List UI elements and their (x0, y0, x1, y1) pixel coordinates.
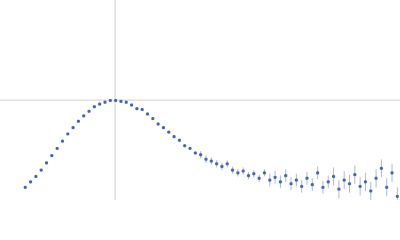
data-point (92, 105, 96, 109)
data-point (331, 174, 336, 179)
data-point (230, 168, 235, 172)
data-point (252, 172, 256, 176)
data-point (71, 126, 75, 130)
data-point (177, 138, 182, 142)
data-point (220, 164, 224, 169)
data-point (363, 180, 368, 184)
data-point (183, 144, 187, 148)
data-point (103, 100, 107, 104)
data-point (129, 103, 134, 107)
data-point (55, 146, 59, 151)
data-point (140, 107, 144, 112)
data-point (257, 176, 261, 180)
data-point (321, 185, 325, 189)
chart (0, 0, 400, 200)
data-point (76, 119, 81, 123)
data-point (385, 185, 389, 189)
data-point (135, 106, 139, 111)
data-point (188, 146, 192, 151)
data-point (347, 182, 352, 186)
data-point (23, 185, 27, 189)
data-point (66, 132, 70, 136)
data-point (82, 114, 86, 118)
data-point (28, 180, 33, 184)
data-point (34, 174, 38, 179)
data-point (337, 187, 341, 191)
data-point (342, 178, 346, 182)
data-point (278, 180, 282, 184)
data-point (172, 135, 176, 139)
data-point (262, 171, 267, 175)
data-point (390, 171, 394, 175)
data-point (374, 176, 378, 180)
data-point (215, 162, 219, 166)
data-point (358, 184, 362, 189)
data-point (326, 180, 330, 184)
data-point (284, 173, 288, 178)
data-point (273, 175, 277, 179)
data-point (310, 183, 314, 187)
data-point (193, 151, 197, 155)
data-point (204, 157, 208, 161)
data-point (39, 168, 43, 172)
data-point (289, 182, 293, 186)
data-point (60, 139, 65, 143)
data-point (167, 130, 171, 134)
data-point (124, 100, 128, 104)
data-point (294, 178, 298, 182)
data-point (98, 102, 102, 106)
data-point (108, 98, 112, 103)
data-point (151, 116, 155, 121)
data-point (225, 162, 229, 166)
data-point (44, 161, 49, 165)
data-point (236, 171, 240, 175)
data-point (316, 171, 320, 175)
data-point (209, 159, 213, 163)
data-point (241, 169, 245, 173)
data-point (379, 166, 383, 170)
data-point (119, 99, 123, 103)
data-point (161, 126, 166, 130)
data-point (145, 112, 150, 116)
data-point (395, 194, 399, 198)
data-point (87, 109, 91, 113)
data-point (199, 153, 203, 157)
data-point (305, 176, 309, 180)
data-point (114, 98, 118, 103)
data-point (353, 173, 357, 177)
data-point (300, 184, 304, 189)
data-point (369, 189, 373, 193)
data-point (50, 154, 54, 158)
data-point (156, 122, 160, 126)
data-point (268, 178, 272, 182)
data-point (246, 173, 251, 178)
